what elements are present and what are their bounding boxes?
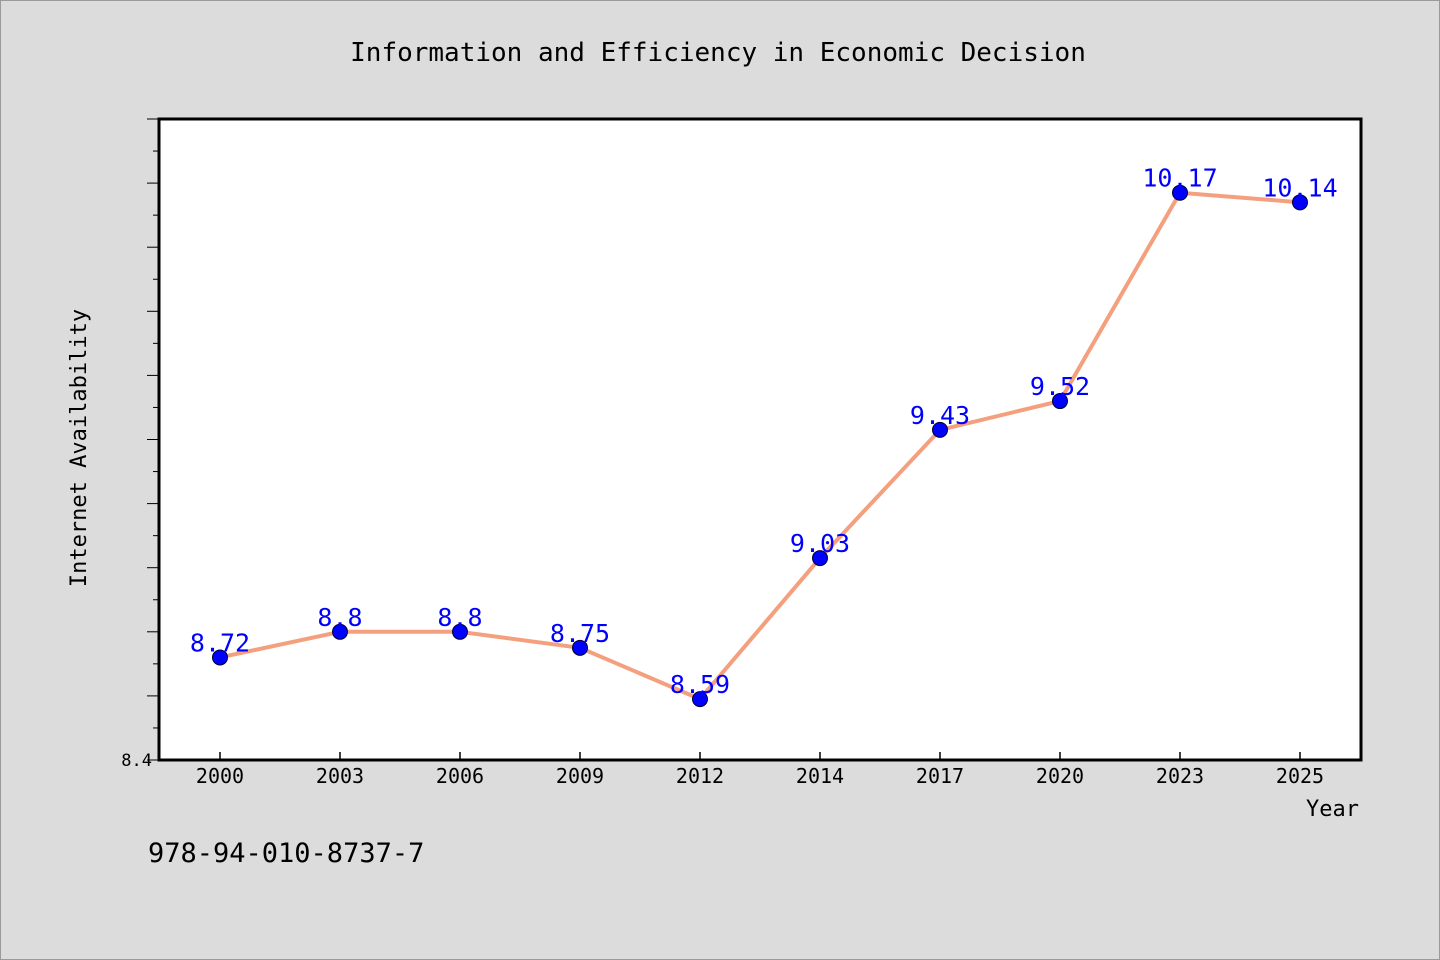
data-label-2000: 8.72 (190, 628, 250, 657)
x-axis-tick-labels: 2000 2003 2006 2009 2012 2014 2017 2020 2023 2025 (196, 764, 1324, 788)
data-labels: 8.72 8.8 8.8 8.75 8.59 9.03 9.43 9.52 10.17 10.14 (190, 164, 1338, 699)
y-axis-label: Internet Availability (67, 309, 92, 587)
x-tick-label-2009: 2009 (556, 764, 604, 788)
data-point-2003 (332, 623, 348, 640)
data-label-2020: 9.52 (1030, 372, 1090, 401)
x-axis-ticks (219, 752, 1301, 760)
data-label-2006: 8.8 (437, 603, 482, 632)
y-tick-label-min: 8.4 (121, 751, 152, 771)
data-point-markers (212, 184, 1308, 708)
x-tick-label-2014: 2014 (796, 764, 844, 788)
data-label-2009: 8.75 (550, 619, 610, 648)
data-point-2009 (572, 639, 588, 656)
data-point-2017 (932, 421, 948, 438)
x-axis-label: Year (1306, 797, 1359, 822)
data-point-2025 (1292, 194, 1308, 211)
x-tick-label-2000: 2000 (196, 764, 244, 788)
data-point-2014 (812, 550, 828, 567)
plot-area (157, 117, 1363, 762)
x-tick-label-2017: 2017 (916, 764, 964, 788)
x-tick-label-2025: 2025 (1276, 764, 1324, 788)
x-tick-label-2023: 2023 (1156, 764, 1204, 788)
isbn-footer: 978-94-010-8737-7 (148, 838, 424, 869)
data-label-2017: 9.43 (910, 401, 970, 430)
y-axis-ticks (147, 118, 159, 761)
series-line (218, 190, 1302, 702)
x-tick-label-2003: 2003 (316, 764, 364, 788)
data-label-2003: 8.8 (317, 603, 362, 632)
data-point-2006 (452, 623, 468, 640)
data-label-2025: 10.14 (1262, 173, 1337, 202)
x-tick-label-2020: 2020 (1036, 764, 1084, 788)
data-point-2020 (1052, 393, 1068, 410)
data-point-2023 (1172, 184, 1188, 201)
x-tick-label-2012: 2012 (676, 764, 724, 788)
data-label-2023: 10.17 (1142, 164, 1217, 193)
x-tick-label-2006: 2006 (436, 764, 484, 788)
chart-title: Information and Efficiency in Economic D… (350, 38, 1086, 68)
data-label-2012: 8.59 (670, 670, 730, 699)
data-point-2000 (212, 649, 228, 666)
data-label-2014: 9.03 (790, 529, 850, 558)
data-point-2012 (692, 691, 708, 708)
